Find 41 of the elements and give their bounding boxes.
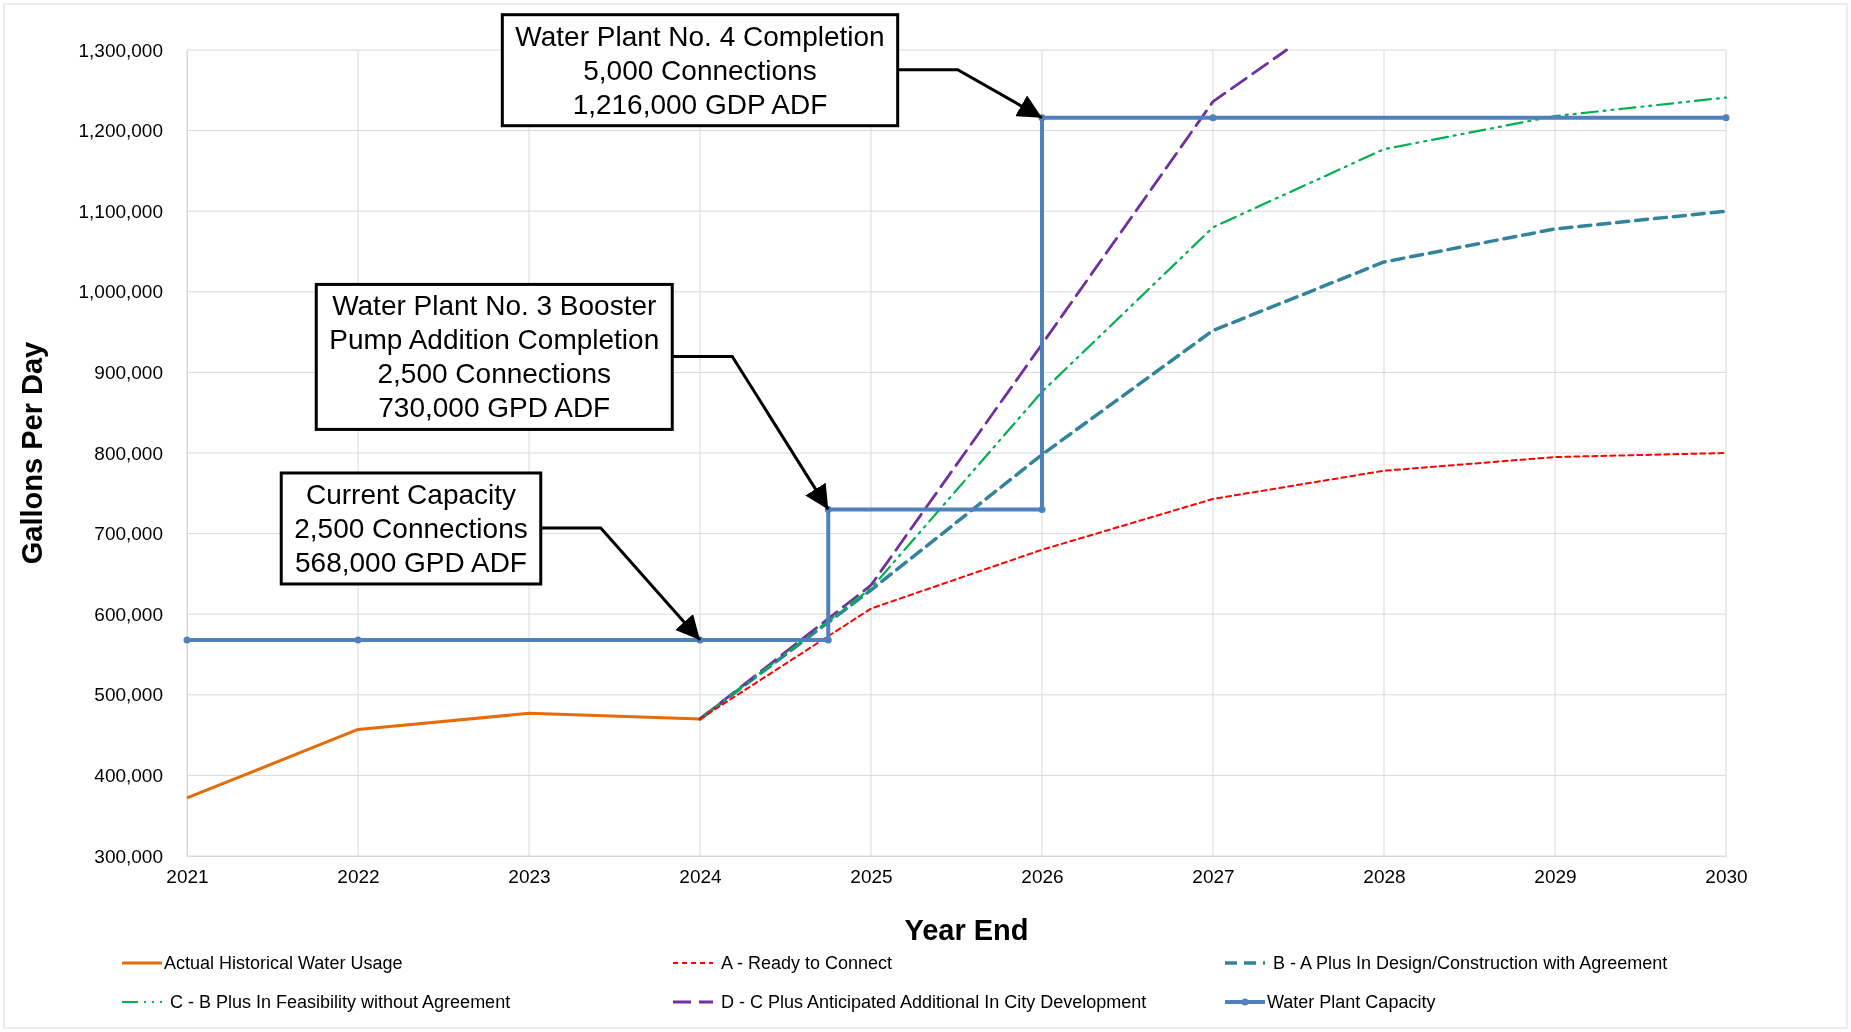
x-tick-label: 2022 <box>337 866 380 888</box>
x-tick-label: 2023 <box>508 866 551 888</box>
legend-label: C - B Plus In Feasibility without Agreement <box>170 992 511 1012</box>
legend-label: Actual Historical Water Usage <box>164 953 403 973</box>
y-tick-label: 600,000 <box>94 603 163 625</box>
point <box>1038 505 1046 513</box>
x-tick-label: 2029 <box>1534 866 1577 888</box>
point <box>183 636 191 644</box>
x-axis-title: Year End <box>904 914 1029 946</box>
x-tick-label: 2024 <box>679 866 723 888</box>
x-tick-label: 2027 <box>1192 866 1235 888</box>
x-tick-label: 2028 <box>1363 866 1406 888</box>
legend-label: Water Plant Capacity <box>1267 992 1436 1012</box>
y-tick-label: 1,000,000 <box>78 281 163 303</box>
x-tick-label: 2025 <box>850 866 893 888</box>
y-tick-label: 800,000 <box>94 442 163 464</box>
y-tick-label: 400,000 <box>94 764 163 786</box>
line-series <box>698 209 1728 721</box>
y-tick-label: 700,000 <box>94 523 163 545</box>
y-axis-title: Gallons Per Day <box>16 341 48 565</box>
x-tick-label: 2030 <box>1705 866 1748 888</box>
point <box>354 636 362 644</box>
y-tick-label: 900,000 <box>94 361 163 383</box>
x-tick-label: 2021 <box>166 866 209 888</box>
y-tick-label: 500,000 <box>94 684 163 706</box>
point <box>824 636 832 644</box>
point <box>1209 114 1217 122</box>
y-tick-label: 300,000 <box>94 845 163 867</box>
point <box>1722 114 1730 122</box>
y-tick-label: 1,200,000 <box>78 120 163 142</box>
y-tick-label: 1,300,000 <box>78 39 163 61</box>
annotation: Water Plant No. 4 Completion 5,000 Connections 1,216,000 GDP ADF <box>515 20 885 120</box>
line-series <box>185 711 702 800</box>
line-series <box>699 452 1727 720</box>
y-tick-label: 1,100,000 <box>78 200 163 222</box>
annotation: Water Plant No. 3 Booster Pump Addition Completion 2,500 Connections 730,000 GPD ADF <box>329 290 660 424</box>
legend-label: D - C Plus Anticipated Additional In City Development <box>721 992 1147 1012</box>
legend-label: A - Ready to Connect <box>721 953 893 973</box>
x-tick-label: 2026 <box>1021 866 1064 888</box>
annotation: Current Capacity 2,500 Connections 568,000 GPD ADF <box>294 478 528 578</box>
legend-label: B - A Plus In Design/Construction with Agreement <box>1273 953 1668 973</box>
